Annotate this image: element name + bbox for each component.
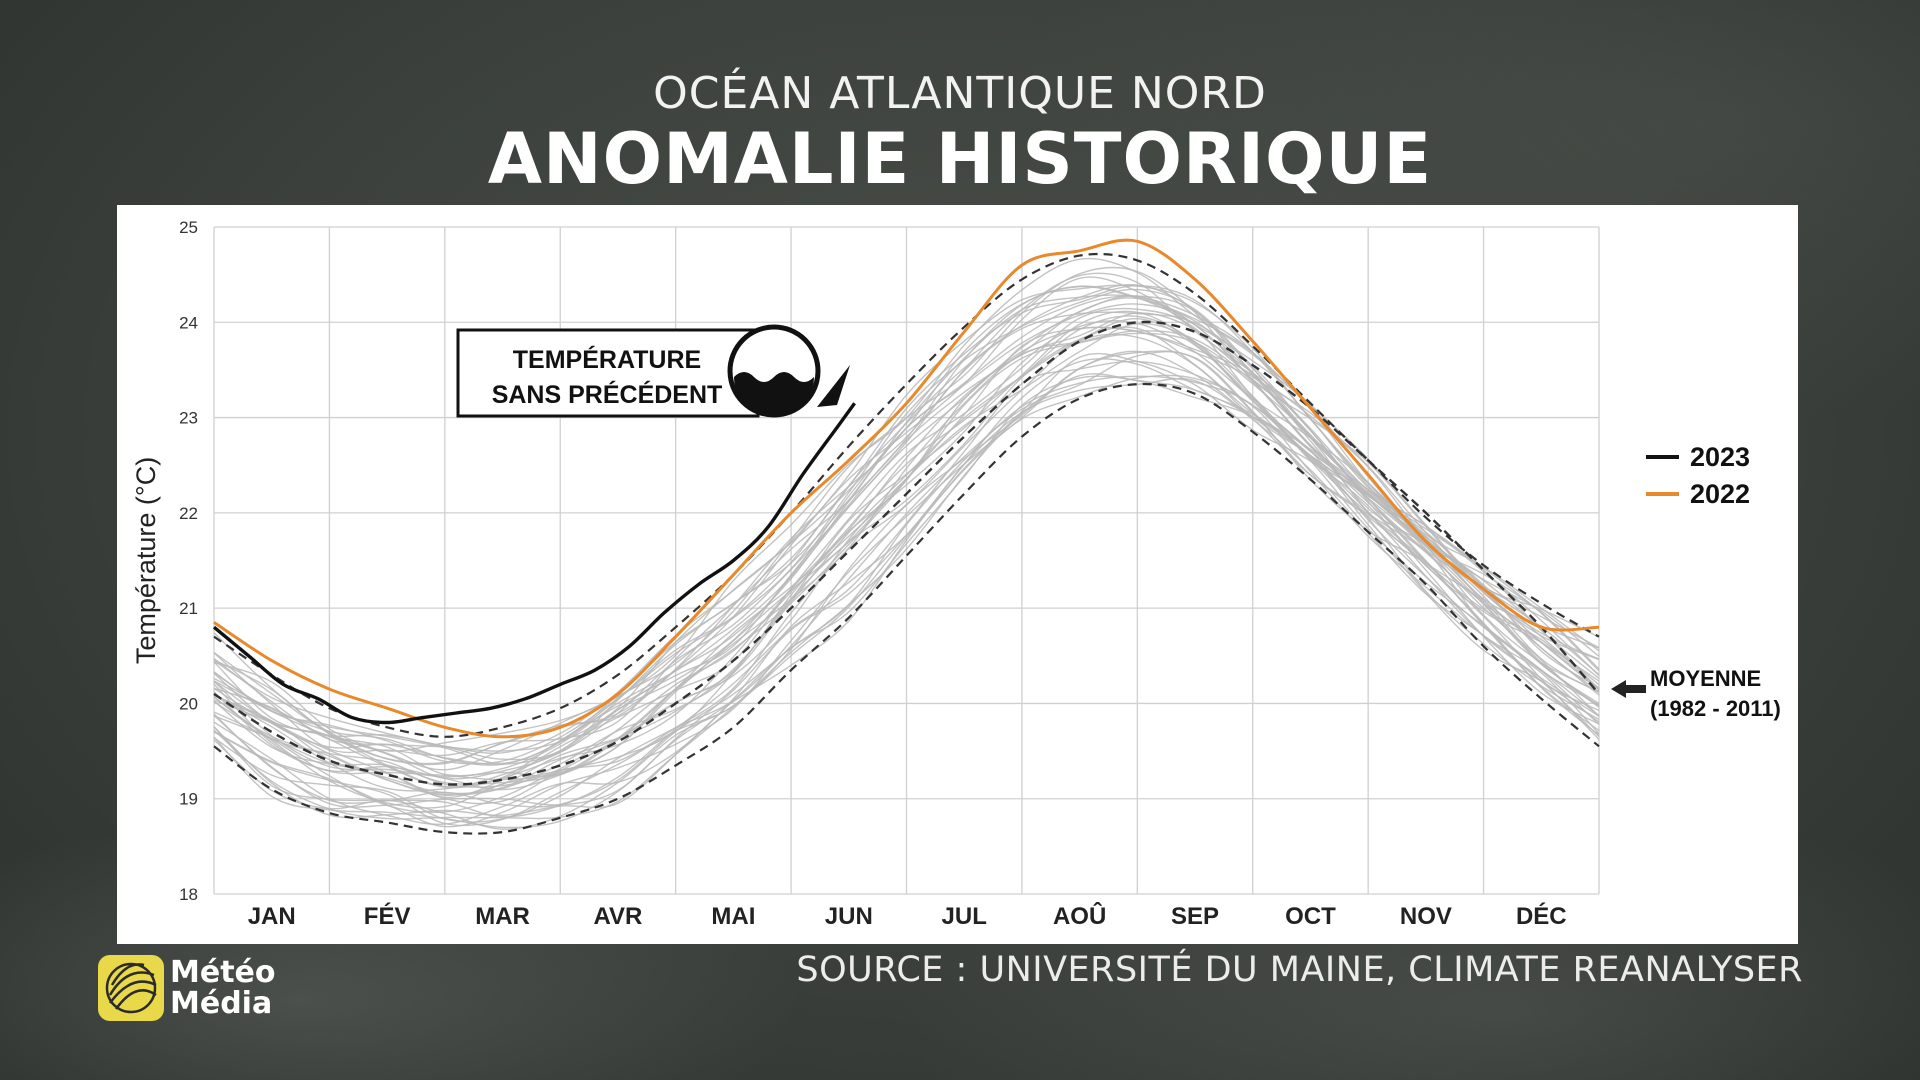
history-line xyxy=(213,283,1600,765)
source-credit: SOURCE : UNIVERSITÉ DU MAINE, CLIMATE RE… xyxy=(796,950,1803,990)
legend: 2023 2022 xyxy=(1646,442,1750,509)
annotation-line2: SANS PRÉCÉDENT xyxy=(492,380,723,409)
y-tick-label: 21 xyxy=(179,599,198,618)
history-line xyxy=(213,373,1600,820)
x-tick-label: FÉV xyxy=(364,902,411,930)
history-line xyxy=(213,350,1600,823)
chart-title: ANOMALIE HISTORIQUE xyxy=(487,118,1433,200)
history-line xyxy=(213,284,1600,754)
history-line xyxy=(213,352,1600,826)
legend-label: 2023 xyxy=(1690,442,1750,472)
historical-series xyxy=(213,257,1600,830)
mean-label: MOYENNE (1982 - 2011) xyxy=(1611,666,1781,721)
logo-line2: Média xyxy=(170,986,273,1021)
x-tick-label: MAR xyxy=(475,903,530,930)
mean-line xyxy=(213,320,1600,786)
y-axis-label: Température (°C) xyxy=(131,457,161,664)
history-line xyxy=(213,326,1600,781)
history-line xyxy=(213,295,1600,788)
mean-label-line1: MOYENNE xyxy=(1650,666,1761,691)
x-tick-label: JAN xyxy=(248,903,296,930)
line-chart: 18 19 20 21 22 23 24 25 Température (°C) JAN FÉV MA… xyxy=(131,218,1781,930)
x-tick-label: AVR xyxy=(594,903,643,930)
x-tick-label: SEP xyxy=(1171,903,1219,930)
water-level-icon xyxy=(727,324,850,418)
x-tick-label: DÉC xyxy=(1516,902,1567,930)
x-tick-label: AOÛ xyxy=(1053,902,1106,930)
history-line xyxy=(213,375,1600,819)
y-tick-label: 20 xyxy=(179,694,198,713)
mean-label-line2: (1982 - 2011) xyxy=(1650,696,1781,721)
series-2023-line xyxy=(212,402,856,725)
x-tick-label: JUN xyxy=(825,903,873,930)
grid xyxy=(213,226,1600,895)
chart-panel: 18 19 20 21 22 23 24 25 Température (°C) JAN FÉV MA… xyxy=(117,205,1798,944)
meteomedia-logo: Météo Média xyxy=(98,955,276,1025)
logo-line1: Météo xyxy=(170,955,276,990)
x-tick-label: OCT xyxy=(1285,903,1336,930)
arrow-left-icon xyxy=(1611,680,1646,698)
annotation: TEMPÉRATURE SANS PRÉCÉDENT xyxy=(456,324,850,418)
pointer-tail xyxy=(817,365,850,407)
series-2022-line xyxy=(213,238,1600,739)
annotation-line1: TEMPÉRATURE xyxy=(513,345,701,374)
legend-label: 2022 xyxy=(1690,479,1750,509)
history-line xyxy=(213,307,1600,799)
x-tick-label: NOV xyxy=(1400,903,1452,930)
y-tick-label: 23 xyxy=(179,409,198,428)
history-line xyxy=(213,266,1600,771)
history-line xyxy=(213,350,1600,827)
chart-subtitle: OCÉAN ATLANTIQUE NORD xyxy=(653,68,1267,119)
globe-icon xyxy=(98,955,164,1021)
history-line xyxy=(213,288,1600,766)
y-tick-label: 24 xyxy=(179,313,198,332)
icon-water xyxy=(734,372,814,417)
lower-bound-line xyxy=(213,382,1600,835)
annotation-box xyxy=(456,328,760,418)
x-tick-label: MAI xyxy=(711,903,755,930)
y-tick-label: 19 xyxy=(179,790,198,809)
history-line xyxy=(213,375,1600,818)
upper-bound-line xyxy=(213,252,1600,738)
y-tick-label: 22 xyxy=(179,504,198,523)
y-tick-label: 25 xyxy=(179,218,198,237)
history-line xyxy=(213,276,1600,766)
logo-text: Météo Média xyxy=(170,957,276,1019)
y-tick-label: 18 xyxy=(179,885,198,904)
x-tick-label: JUL xyxy=(942,903,987,930)
history-line xyxy=(213,294,1600,761)
